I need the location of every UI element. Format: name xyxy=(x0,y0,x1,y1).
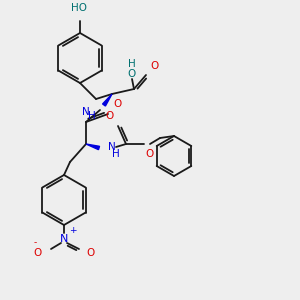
Text: O: O xyxy=(86,248,94,258)
Text: H: H xyxy=(88,111,96,121)
Text: N: N xyxy=(82,107,90,117)
Text: N: N xyxy=(108,142,116,152)
Text: N: N xyxy=(60,234,68,244)
Text: -: - xyxy=(34,238,37,247)
Text: O: O xyxy=(150,61,158,71)
Text: O: O xyxy=(113,99,121,109)
Text: HO: HO xyxy=(71,3,87,13)
Text: O: O xyxy=(145,149,153,159)
Text: O: O xyxy=(34,248,42,258)
Text: O: O xyxy=(128,69,136,79)
Text: +: + xyxy=(69,226,76,235)
Text: H: H xyxy=(128,59,136,69)
Text: O: O xyxy=(106,111,114,121)
Polygon shape xyxy=(103,94,112,106)
Text: H: H xyxy=(112,149,120,159)
Polygon shape xyxy=(86,144,100,150)
